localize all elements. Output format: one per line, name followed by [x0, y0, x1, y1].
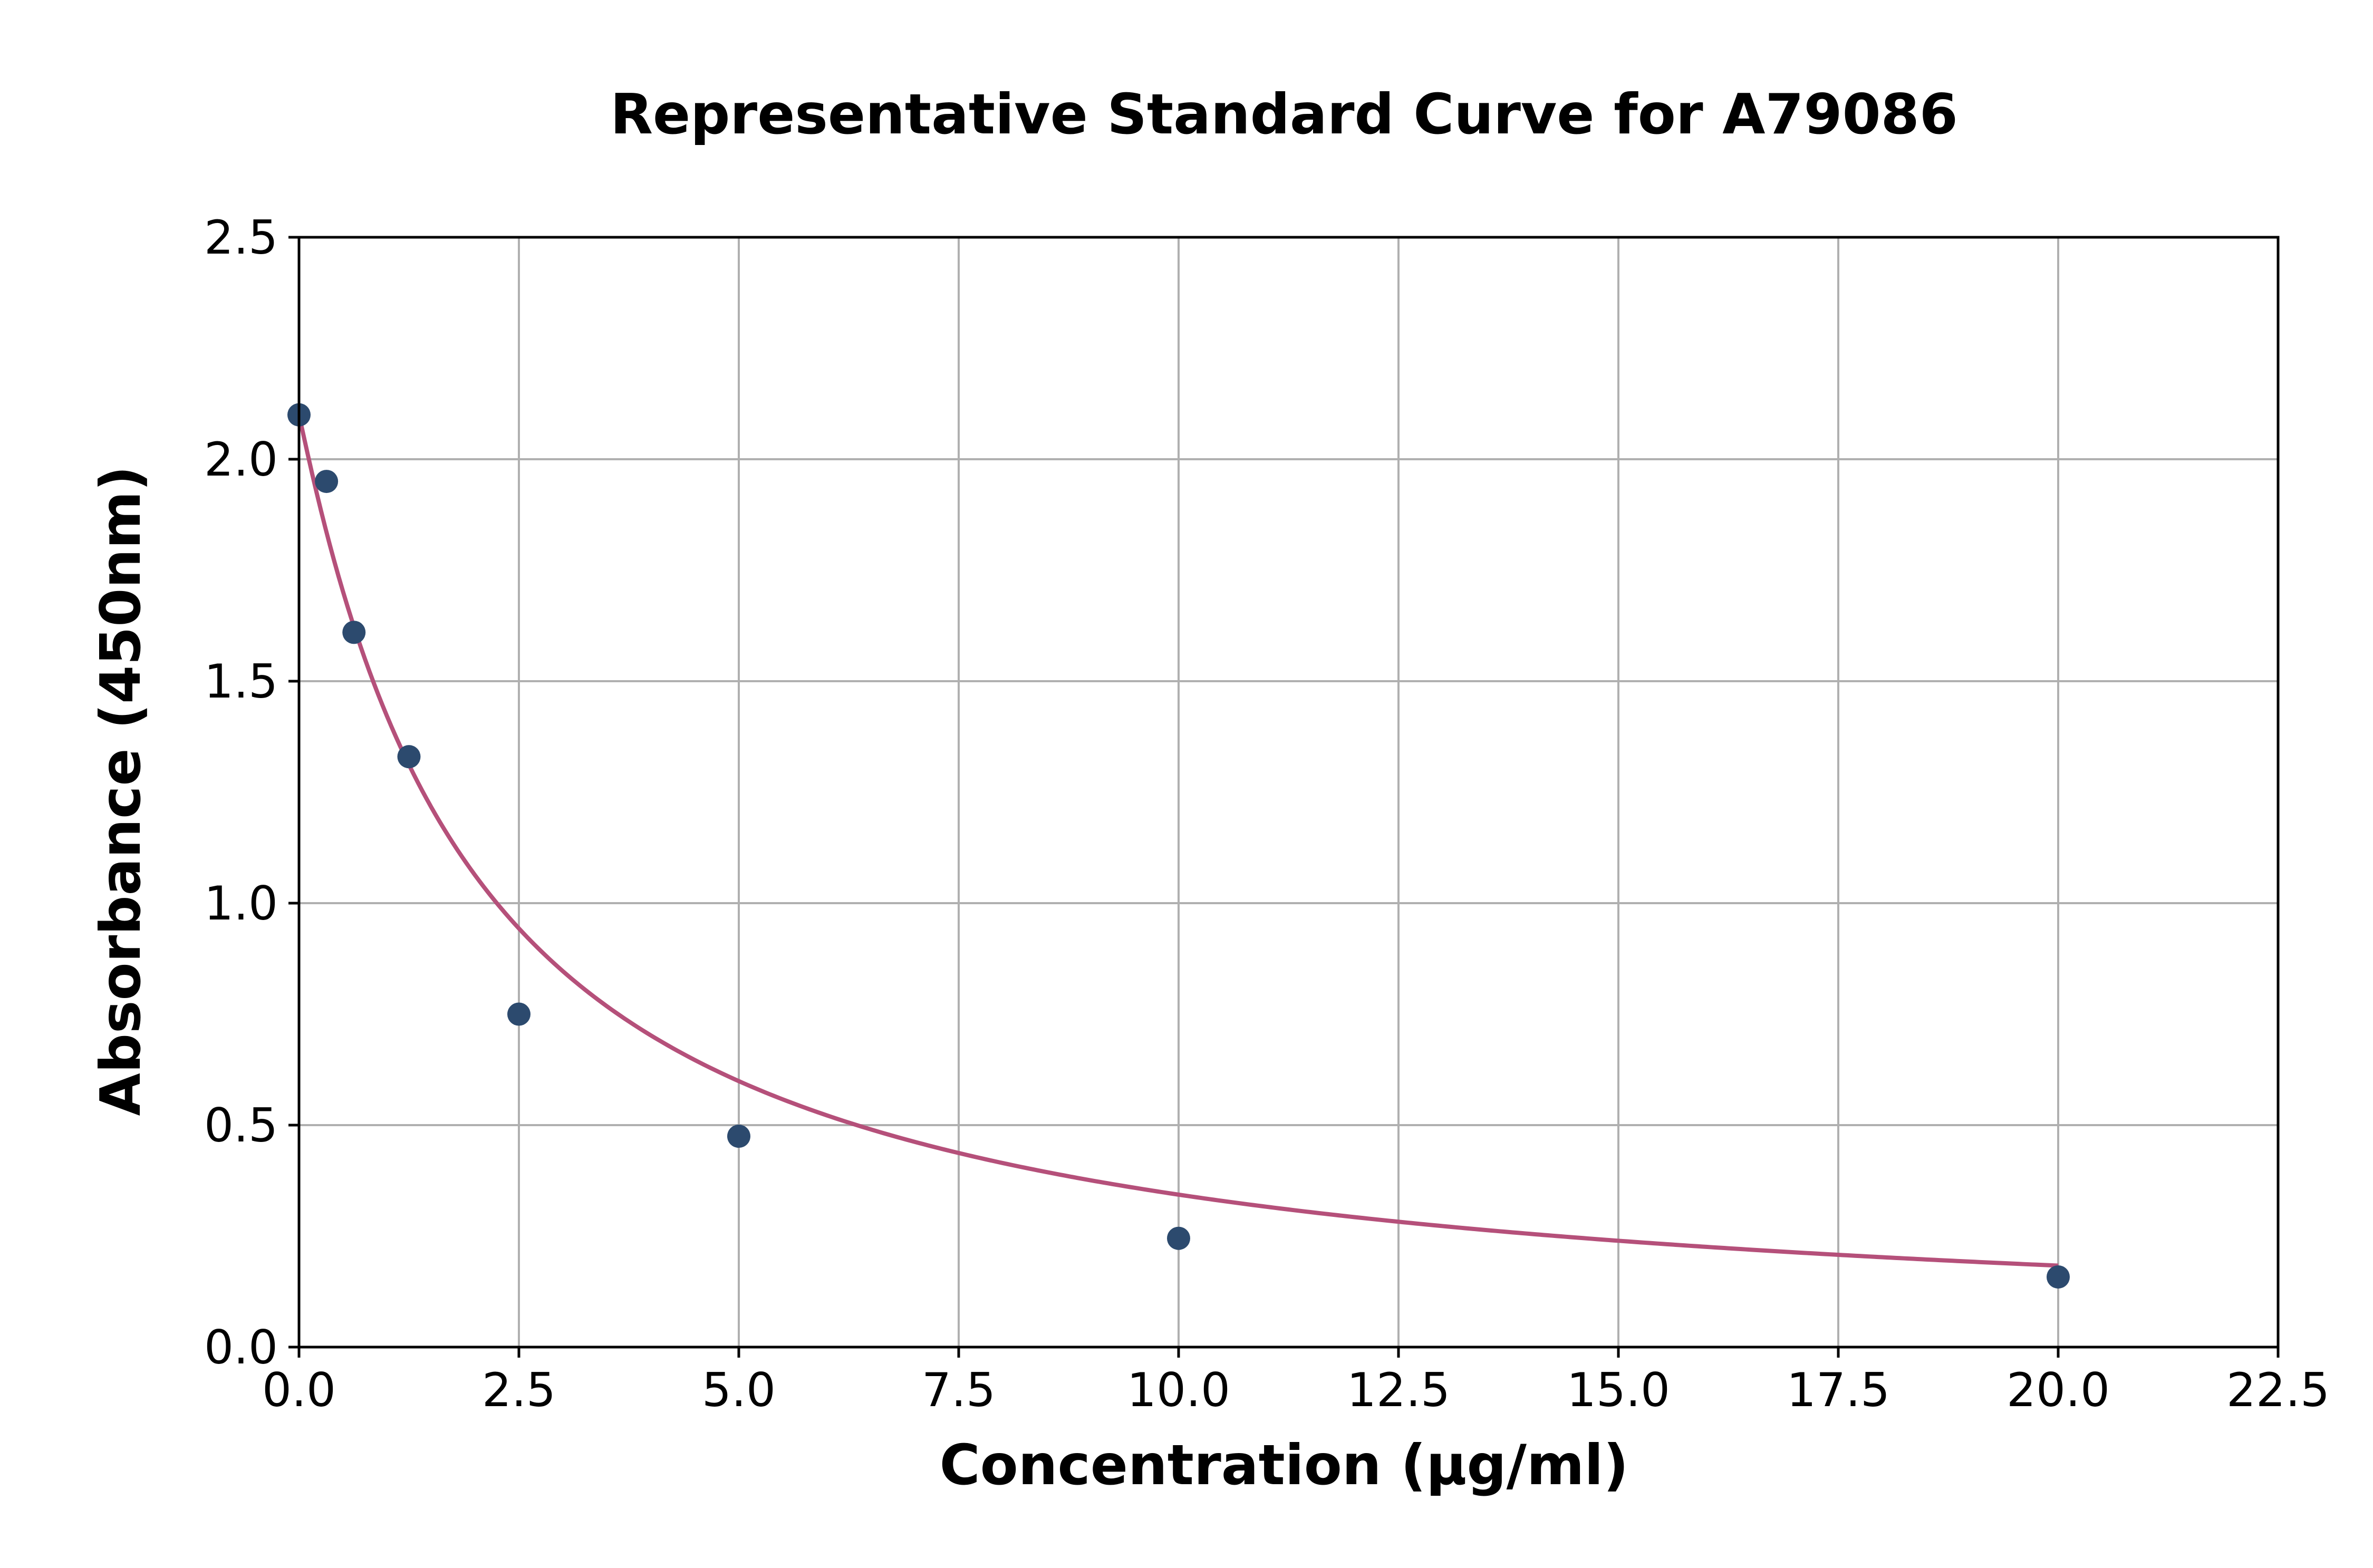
data-point [507, 1002, 530, 1026]
data-point [342, 621, 366, 644]
y-tick-label: 1.5 [204, 654, 278, 709]
y-tick-label: 2.5 [204, 210, 278, 265]
x-tick-label: 0.0 [262, 1363, 336, 1417]
x-tick-label: 5.0 [702, 1363, 776, 1417]
y-tick-label: 2.0 [204, 432, 278, 487]
data-points-layer [287, 403, 2070, 1289]
x-tick-label: 10.0 [1127, 1363, 1230, 1417]
data-point [727, 1125, 750, 1148]
x-axis-title: Concentration (μg/ml) [940, 1433, 1629, 1497]
data-point [1167, 1226, 1190, 1250]
x-tick-label: 22.5 [2226, 1363, 2330, 1417]
x-tick-label: 12.5 [1347, 1363, 1450, 1417]
chart-title: Representative Standard Curve for A79086 [610, 82, 1958, 147]
x-tick-label: 15.0 [1567, 1363, 1670, 1417]
axes: 0.0 2.5 5.0 7.5 10.0 12.5 15.0 17.5 20.0 22.5 0.0 0… [204, 210, 2330, 1417]
x-tick-label: 17.5 [1787, 1363, 1890, 1417]
data-point [315, 470, 339, 493]
plot-frame [297, 236, 2280, 1349]
y-tick-label: 1.0 [204, 876, 278, 931]
x-tick-label: 20.0 [2007, 1363, 2110, 1417]
data-point [397, 745, 421, 769]
fitted-curve-layer [297, 414, 2059, 1268]
y-tick-label: 0.0 [204, 1320, 278, 1375]
y-axis-title: Absorbance (450nm) [89, 466, 153, 1116]
x-tick-label: 7.5 [922, 1363, 996, 1417]
x-tick-label: 2.5 [482, 1363, 556, 1417]
fitted-curve-line [297, 414, 2059, 1268]
y-tick-label: 0.5 [204, 1098, 278, 1153]
data-point [2047, 1265, 2070, 1289]
